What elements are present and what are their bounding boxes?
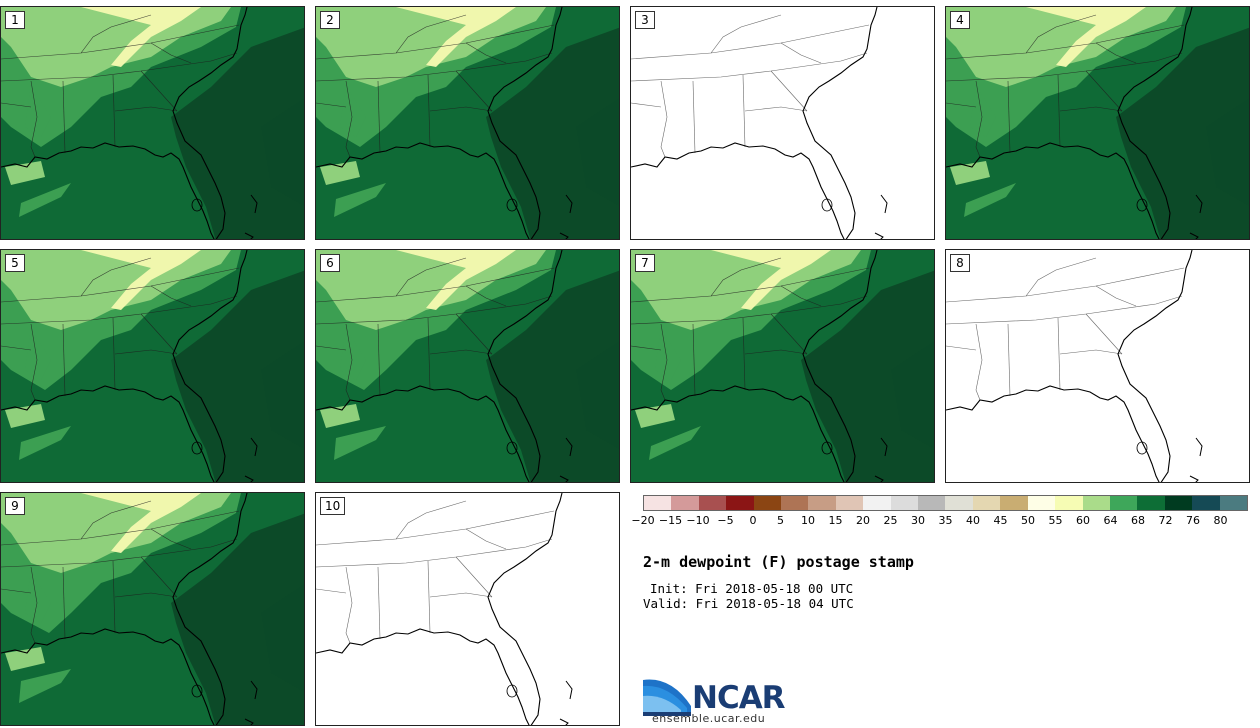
colorbar-swatch [945,496,973,510]
colorbar-swatch [1109,496,1138,510]
panel-number-label: 8 [950,254,970,272]
plot-title: 2-m dewpoint (F) postage stamp [643,553,914,571]
colorbar-tick-label: 68 [1131,514,1145,527]
map-canvas [946,7,1249,239]
map-canvas [946,250,1249,482]
colorbar-swatch [753,496,782,510]
map-panel-3: 3 [630,6,935,240]
logo-url: ensemble.ucar.edu [652,712,766,725]
colorbar-swatch [1192,496,1220,510]
colorbar-tick-label: 64 [1103,514,1118,527]
ncar-logo-icon [643,679,691,716]
map-panel-2: 2 [315,6,620,240]
map-panel-6: 6 [315,249,620,483]
colorbar-tick-label: 45 [993,514,1008,527]
panel-number-label: 6 [320,254,340,272]
map-panel-7: 7 [630,249,935,483]
colorbar-swatch [1027,496,1056,510]
colorbar-tick-label: 50 [1021,514,1035,527]
colorbar-tick-label: 76 [1186,514,1200,527]
colorbar-swatch [808,496,836,510]
colorbar-swatch [1219,496,1247,510]
colorbar-swatch [1164,496,1193,510]
colorbar-swatch [698,496,727,510]
colorbar-tick-label: 30 [911,514,925,527]
panel-number-label: 3 [635,11,655,29]
colorbar-tick-label: 25 [883,514,898,527]
map-panel-1: 1 [0,6,305,240]
panel-number-label: 7 [635,254,655,272]
map-panel-5: 5 [0,249,305,483]
colorbar [643,495,1248,511]
colorbar-swatch [835,496,864,510]
map-canvas [316,250,619,482]
map-canvas [631,250,934,482]
colorbar-tick-label: −5 [717,514,734,527]
panel-number-label: 5 [5,254,25,272]
colorbar-tick-label: 40 [966,514,980,527]
init-time: Init: Fri 2018-05-18 00 UTC [650,581,854,596]
colorbar-tick-label: 80 [1213,514,1228,527]
colorbar-tick-label: −20 [631,514,655,527]
map-panel-9: 9 [0,492,305,726]
colorbar-swatch [972,496,1001,510]
map-panel-8: 8 [945,249,1250,483]
map-canvas [1,250,304,482]
colorbar-tick-label: −10 [686,514,710,527]
valid-time: Valid: Fri 2018-05-18 04 UTC [643,596,854,611]
colorbar-tick-label: −15 [658,514,683,527]
colorbar-ticks: −20 −15 −10 −5 0 5 10 15 20 25 30 35 40 45 50 55 60 64 68 7… [631,514,1248,528]
colorbar-swatch [1082,496,1110,510]
colorbar-tick-label: 60 [1076,514,1090,527]
colorbar-tick-label: 5 [777,514,784,527]
colorbar-tick-label: 55 [1048,514,1063,527]
colorbar-swatch [781,496,809,510]
map-panel-10: 10 [315,492,620,726]
colorbar-tick-label: 72 [1158,514,1173,527]
map-canvas [631,7,934,239]
ncar-wordmark: NCAR [692,680,786,716]
colorbar-swatch [1137,496,1165,510]
colorbar-swatch [671,496,699,510]
panel-number-label: 9 [5,497,25,515]
colorbar-swatch [890,496,919,510]
colorbar-tick-label: 0 [749,514,757,527]
colorbar-tick-label: 15 [828,514,843,527]
colorbar-tick-label: 20 [856,514,870,527]
colorbar-tick-label: 10 [801,514,815,527]
colorbar-swatch [644,496,672,510]
panel-number-label: 10 [320,497,346,515]
map-canvas [1,493,304,725]
colorbar-swatch [863,496,891,510]
panel-number-label: 4 [950,11,970,29]
map-canvas [316,7,619,239]
colorbar-swatch [918,496,946,510]
colorbar-tick-label: 35 [938,514,953,527]
colorbar-swatch [1055,496,1083,510]
panel-number-label: 1 [5,11,25,29]
map-canvas [1,7,304,239]
colorbar-swatch [1000,496,1028,510]
panel-number-label: 2 [320,11,340,29]
map-canvas [316,493,619,725]
colorbar-swatch [726,496,754,510]
map-panel-4: 4 [945,6,1250,240]
